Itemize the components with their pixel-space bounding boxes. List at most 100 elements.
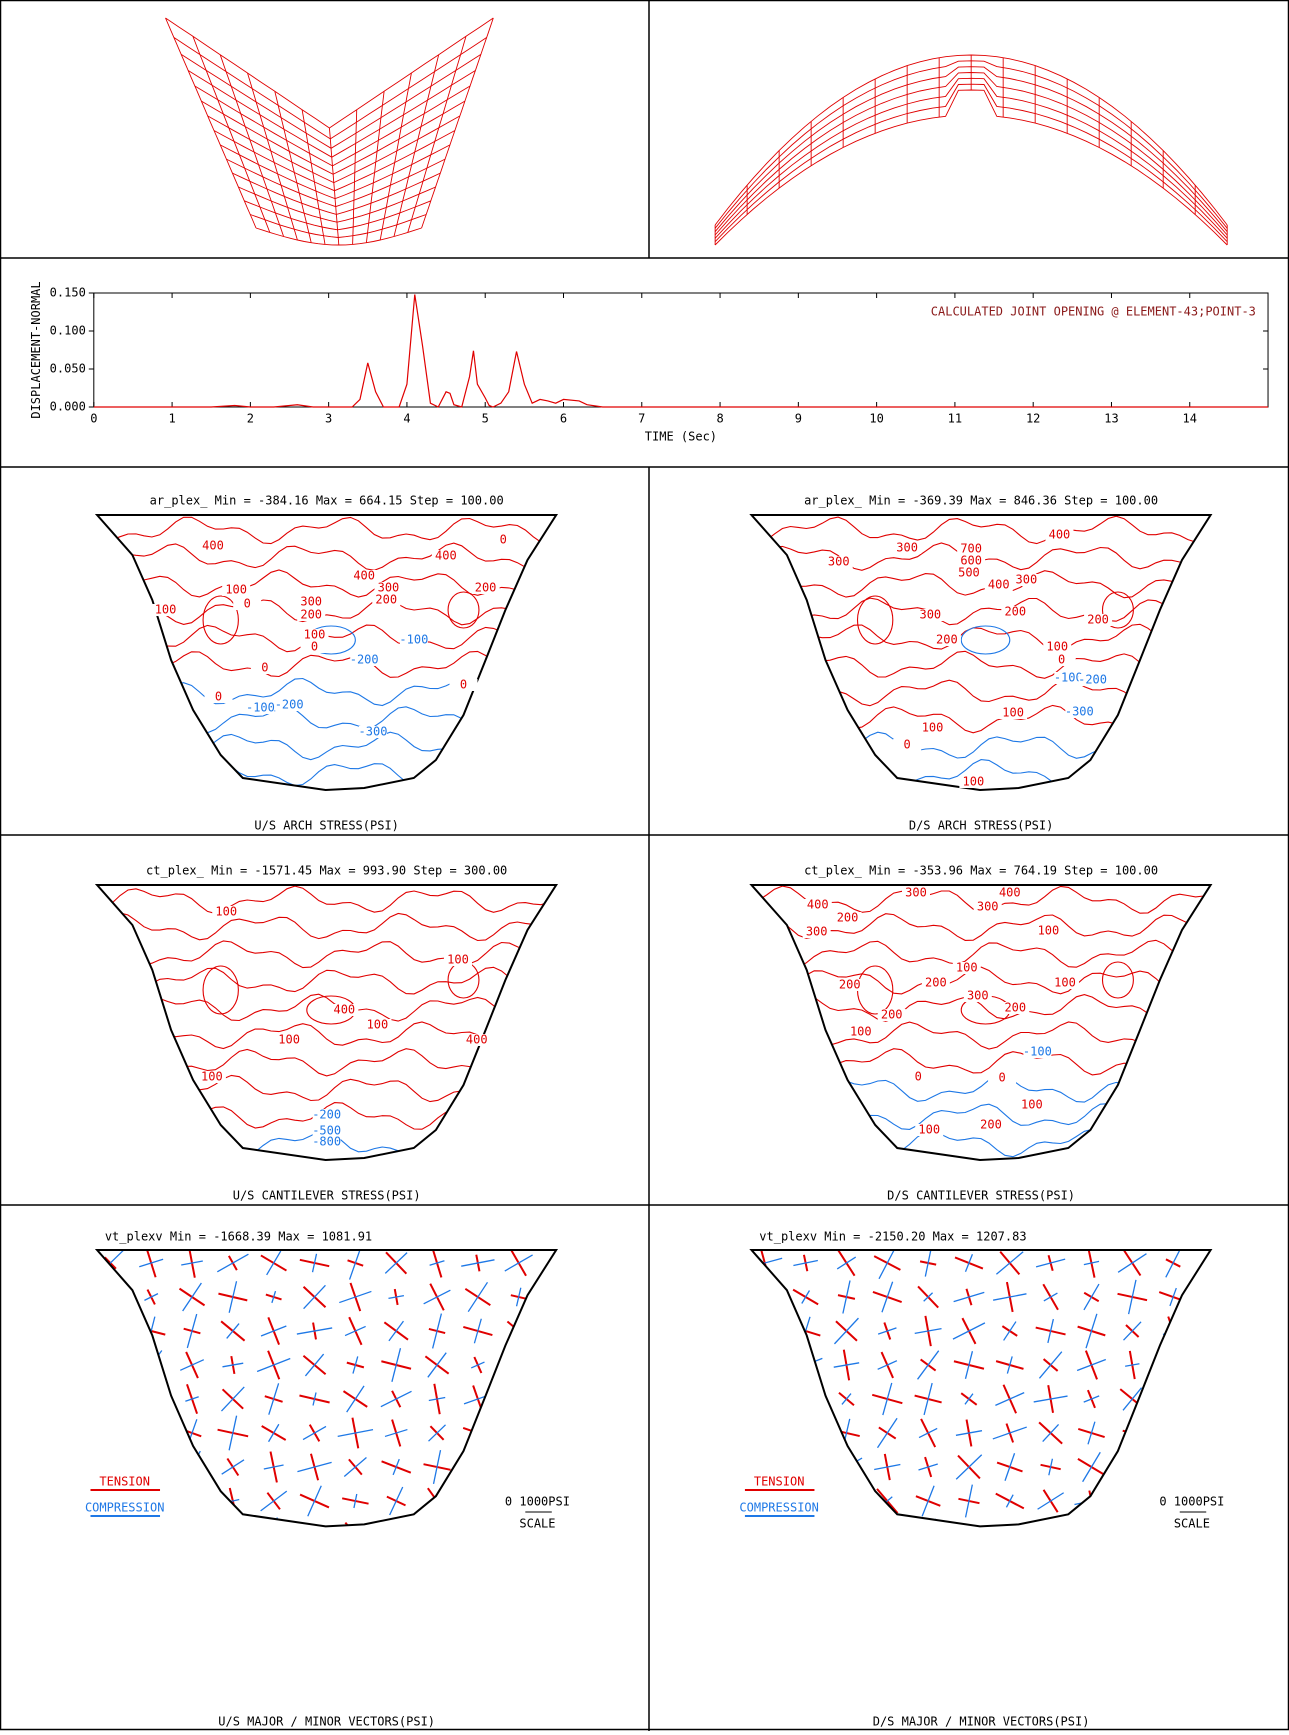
compression-vector [384,1428,408,1438]
label-bg [372,594,401,606]
mesh-line [247,72,298,241]
compression-vector [228,1281,238,1313]
compression-vector [924,1250,932,1277]
mesh-line [714,83,1228,243]
label-bg [312,1109,341,1121]
label-bg [250,662,279,674]
mesh-line [219,54,285,237]
x-tick-label: 14 [1183,412,1197,426]
tension-vector [147,1522,155,1527]
compression-vector [1157,1357,1189,1373]
compression-vector [388,1294,405,1300]
compression-vector [473,1318,482,1344]
compression-vector [1004,1453,1016,1481]
compression-vector [183,1450,201,1484]
contour-label: 0 [460,678,467,692]
compression-vector [269,1517,278,1527]
tension-vector [876,1533,898,1537]
tension-vector [101,1361,120,1369]
contour-line [751,993,1211,1023]
tension-vector [511,1392,527,1406]
compression-vector [180,1359,205,1371]
mesh-line [238,186,436,223]
tension-vector [837,1452,856,1482]
label-bg [359,726,388,738]
label-bg [877,1009,906,1021]
x-tick-label: 3 [325,412,332,426]
compression-vector [793,1259,818,1267]
contour-line [751,704,1211,734]
y-tick-label: 0.150 [50,286,86,300]
compression-vector [263,1464,284,1470]
compression-vector [353,1493,358,1509]
contour-label: -100 [1054,671,1083,685]
contour-label: 300 [1016,573,1038,587]
contour-label: -500 [312,1124,341,1138]
panel-footer: U/S ARCH STRESS(PSI) [254,819,399,833]
compression-vector [260,1490,288,1512]
x-tick-label: 0 [90,412,97,426]
compression-vector [917,1350,940,1380]
label-bg [802,926,831,938]
compression-vector [309,1524,320,1527]
compression-vector [841,1393,852,1405]
compression-vector [303,1284,326,1310]
mesh-line [226,158,446,208]
tension-vector [790,1427,821,1439]
label-bg [915,1124,944,1136]
contour-line [97,731,557,761]
dam-outline [94,1249,559,1528]
tension-vector [1158,1532,1189,1538]
contour-label: 100 [918,1123,940,1137]
compression-vector [176,1496,208,1506]
compression-vector [96,1531,126,1539]
contour-line [751,1047,1211,1077]
compression-vector [428,1424,446,1442]
contour-line [97,650,557,680]
label-bg [297,596,326,608]
contour-label: 200 [1004,605,1026,619]
tension-vector [799,1385,812,1413]
compression-vector [960,1529,977,1541]
contour-label: 300 [828,555,850,569]
compression-vector [992,1293,1027,1301]
compression-vector [923,1382,933,1416]
annotation: CALCULATED JOINT OPENING @ ELEMENT-43;PO… [931,305,1256,319]
compression-vector [1166,1465,1180,1469]
contour-line [97,596,557,626]
compression-vector [756,1355,773,1375]
label-bg [921,977,950,989]
compression-vector [1123,1498,1141,1504]
label-bg [954,567,983,579]
panel-footer: D/S CANTILEVER STRESS(PSI) [887,1189,1075,1203]
contour-loop [202,965,239,1015]
mesh-line [213,130,456,192]
contour-label: 100 [956,961,978,975]
compression-vector [297,1461,332,1473]
contour-label: 300 [378,581,400,595]
compression-vector [1118,1458,1147,1476]
tension-vector [751,1463,778,1471]
compression-vector [791,1523,820,1527]
tension-vector [842,1490,851,1512]
tension-vector [1159,1423,1187,1443]
compression-vector [461,1259,495,1267]
tension-vector [1122,1531,1142,1540]
compression-vector [135,1395,167,1403]
compression-vector [425,1532,449,1537]
tension-vector [1045,1519,1056,1527]
label-bg [151,604,180,616]
compression-vector [918,1463,938,1471]
compression-vector [801,1290,811,1304]
compression-vector [97,1427,128,1439]
label-bg [222,584,251,596]
compression-vector [339,1290,372,1304]
compression-vector [389,1486,404,1516]
label-bg [275,1034,304,1046]
scale-title: SCALE [1174,1517,1210,1531]
compression-vector [512,1462,525,1472]
compression-vector [877,1360,898,1370]
y-axis-label: DISPLACEMENT-NORMAL [29,281,43,418]
tension-vector [504,1429,533,1437]
mesh-line [407,36,467,233]
